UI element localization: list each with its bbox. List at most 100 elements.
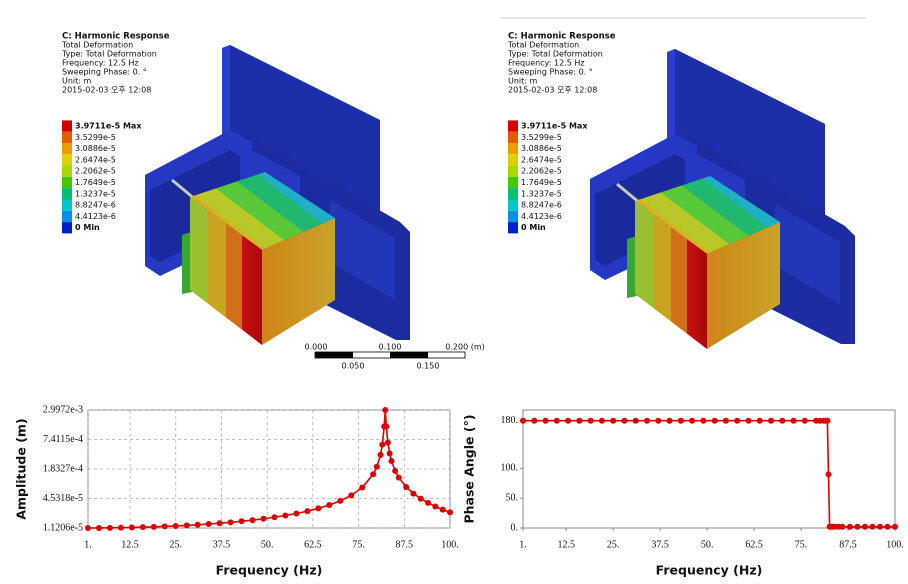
legend-swatch <box>508 188 518 200</box>
legend-swatch <box>508 154 518 166</box>
x-tick-label: 37.5 <box>213 539 231 550</box>
data-point <box>85 525 91 531</box>
data-point <box>876 523 883 530</box>
legend-swatch <box>62 120 72 132</box>
view-info: Unit: m <box>508 77 538 86</box>
x-tick-label: 25. <box>607 539 620 550</box>
data-point <box>348 492 355 499</box>
y-tick-label: 2.9972e-3 <box>43 404 83 415</box>
data-point <box>824 417 831 424</box>
legend-label: 4.4123e-6 <box>521 212 562 221</box>
data-point <box>205 521 212 528</box>
data-point <box>271 514 278 521</box>
legend-swatch <box>508 165 518 177</box>
data-point <box>384 439 391 446</box>
legend-swatch <box>62 222 72 234</box>
view-info: Sweeping Phase: 0. ° <box>62 68 147 77</box>
x-tick-label: 50. <box>261 539 274 550</box>
data-point <box>304 508 311 515</box>
view-info: Type: Total Deformation <box>61 50 157 59</box>
scale-label: 0.000 <box>305 343 328 352</box>
data-point <box>576 417 583 424</box>
data-point <box>216 520 223 527</box>
x-tick-label: 75. <box>795 539 808 550</box>
data-point <box>779 417 786 424</box>
scale-label: 0.200 (m) <box>445 343 484 352</box>
data-line <box>523 419 895 528</box>
data-point <box>395 474 402 481</box>
data-point <box>379 441 386 448</box>
data-point <box>293 510 300 517</box>
data-point <box>846 523 853 530</box>
data-point <box>95 524 102 531</box>
data-point <box>315 505 322 512</box>
legend-swatch <box>508 131 518 143</box>
data-point <box>227 519 234 526</box>
legend-label: 3.0886e-5 <box>75 144 116 153</box>
legend-label: 3.0886e-5 <box>521 144 562 153</box>
data-point <box>425 499 432 506</box>
data-point <box>700 417 707 424</box>
data-point <box>260 515 267 522</box>
x-tick-label: 62.5 <box>304 539 322 550</box>
scale-bar <box>314 351 466 359</box>
data-point <box>447 509 453 516</box>
data-point <box>666 417 673 424</box>
legend-swatch <box>62 165 72 177</box>
legend-label: 2.6474e-5 <box>521 155 562 164</box>
x-tick-label: 100. <box>441 539 459 550</box>
x-tick-label: 12.5 <box>121 539 139 550</box>
data-point <box>722 417 729 424</box>
data-point <box>282 512 289 519</box>
legend-label: 8.8247e-6 <box>521 201 562 210</box>
view-title: C: Harmonic Response <box>508 32 616 42</box>
data-point <box>183 522 190 529</box>
x-tick-label: 1. <box>519 539 527 550</box>
view-info: Type: Total Deformation <box>507 50 603 59</box>
data-point <box>172 522 179 529</box>
legend-label: 1.3237e-5 <box>75 189 116 198</box>
data-point <box>139 524 146 531</box>
data-point <box>677 417 684 424</box>
y-tick-label: 1.8327e-4 <box>43 463 83 474</box>
legend-swatch <box>62 154 72 166</box>
data-point <box>439 506 446 513</box>
view-info: Sweeping Phase: 0. ° <box>508 68 593 77</box>
scale-label: 0.150 <box>417 362 440 371</box>
data-point <box>869 523 876 530</box>
data-point <box>386 450 393 457</box>
legend-swatch <box>508 222 518 234</box>
x-tick-label: 62.5 <box>745 539 763 550</box>
legend-label: 2.6474e-5 <box>75 155 116 164</box>
legend-label: 1.7649e-5 <box>75 178 116 187</box>
data-point <box>238 518 245 525</box>
data-point <box>892 523 898 530</box>
data-point <box>542 417 549 424</box>
view-info: 2015-02-03 오후 12:08 <box>508 86 597 95</box>
data-point <box>598 417 605 424</box>
data-point <box>839 523 846 530</box>
data-point <box>432 503 439 510</box>
legend-swatch <box>62 131 72 143</box>
y-tick-label: 4.5318e-5 <box>43 493 83 504</box>
data-point <box>801 417 808 424</box>
y-axis-title: Phase Angle (°) <box>462 414 477 523</box>
data-point <box>337 497 344 504</box>
x-tick-label: 75. <box>352 539 365 550</box>
data-point <box>106 524 113 531</box>
data-point <box>370 471 377 478</box>
data-point <box>825 471 832 478</box>
data-point <box>410 490 417 497</box>
data-point <box>790 417 797 424</box>
x-tick-label: 100. <box>886 539 904 550</box>
data-point <box>417 495 424 502</box>
data-point <box>565 417 572 424</box>
plot-frame <box>522 409 896 529</box>
legend-swatch <box>62 188 72 200</box>
data-point <box>117 524 124 531</box>
legend-label: 0 Min <box>75 223 100 232</box>
view-info: Frequency: 12.5 Hz <box>508 59 585 68</box>
view-info: Total Deformation <box>61 41 133 50</box>
data-point <box>884 523 891 530</box>
